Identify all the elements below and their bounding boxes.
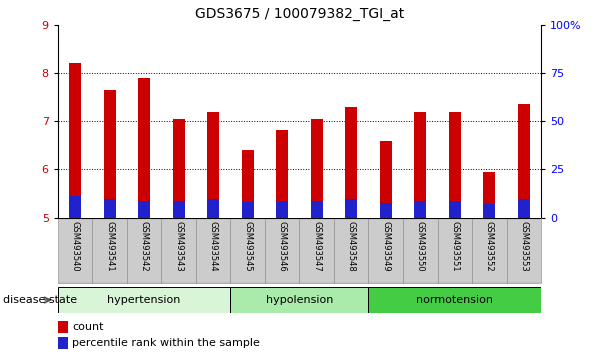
Bar	[368, 218, 403, 283]
Bar	[241, 202, 254, 218]
Bar	[241, 150, 254, 218]
Bar	[138, 78, 150, 218]
Bar	[414, 112, 426, 218]
Bar	[345, 199, 358, 218]
Bar	[69, 63, 81, 218]
Bar	[518, 199, 530, 218]
Text: count: count	[72, 322, 104, 332]
Bar	[92, 218, 127, 283]
Bar	[311, 201, 323, 218]
Bar	[449, 112, 461, 218]
Bar	[138, 201, 150, 218]
Bar	[58, 337, 68, 349]
Bar	[58, 218, 92, 283]
Bar	[380, 141, 392, 218]
Text: GSM493547: GSM493547	[312, 221, 321, 272]
Bar	[403, 218, 438, 283]
Bar	[207, 112, 219, 218]
Bar	[276, 201, 288, 218]
Bar	[230, 218, 265, 283]
Bar	[438, 218, 472, 283]
Bar	[58, 321, 68, 333]
Text: GSM493550: GSM493550	[416, 221, 425, 272]
Bar	[173, 201, 185, 218]
Text: GSM493542: GSM493542	[140, 221, 148, 272]
Text: GSM493553: GSM493553	[519, 221, 528, 272]
Bar	[276, 130, 288, 218]
Bar	[483, 172, 496, 218]
Text: GSM493549: GSM493549	[381, 221, 390, 272]
Bar	[472, 218, 506, 283]
Bar	[230, 287, 368, 313]
Text: GSM493543: GSM493543	[174, 221, 183, 272]
Bar	[103, 90, 116, 218]
Bar	[380, 203, 392, 218]
Bar	[207, 199, 219, 218]
Bar	[414, 201, 426, 218]
Bar	[345, 107, 358, 218]
Bar	[127, 218, 161, 283]
Text: GSM493540: GSM493540	[71, 221, 80, 272]
Bar	[173, 119, 185, 218]
Bar	[311, 119, 323, 218]
Title: GDS3675 / 100079382_TGI_at: GDS3675 / 100079382_TGI_at	[195, 7, 404, 21]
Text: GSM493552: GSM493552	[485, 221, 494, 272]
Bar	[299, 218, 334, 283]
Bar	[506, 218, 541, 283]
Text: GSM493548: GSM493548	[347, 221, 356, 272]
Text: GSM493546: GSM493546	[278, 221, 287, 272]
Text: percentile rank within the sample: percentile rank within the sample	[72, 338, 260, 348]
Bar	[449, 201, 461, 218]
Text: disease state: disease state	[3, 295, 77, 305]
Bar	[196, 218, 230, 283]
Bar	[518, 104, 530, 218]
Text: hypertension: hypertension	[108, 295, 181, 305]
Text: normotension: normotension	[416, 295, 493, 305]
Bar	[161, 218, 196, 283]
Text: GSM493544: GSM493544	[209, 221, 218, 272]
Bar	[265, 218, 299, 283]
Text: hypolension: hypolension	[266, 295, 333, 305]
Bar	[368, 287, 541, 313]
Bar	[334, 218, 368, 283]
Text: GSM493551: GSM493551	[451, 221, 459, 272]
Bar	[483, 204, 496, 218]
Bar	[103, 199, 116, 218]
Text: GSM493541: GSM493541	[105, 221, 114, 272]
Text: GSM493545: GSM493545	[243, 221, 252, 272]
Bar	[58, 287, 230, 313]
Bar	[69, 196, 81, 218]
